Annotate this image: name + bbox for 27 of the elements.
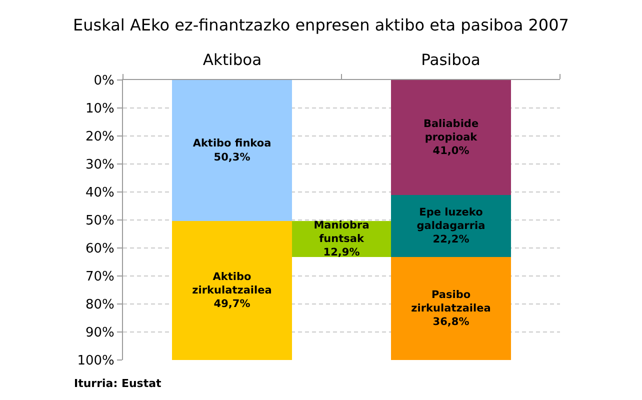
series-label: Maniobra funtsak xyxy=(314,219,370,245)
chart-title: Euskal AEko ez-finantzazko enpresen aktibo eta pasiboa 2007 xyxy=(73,16,569,35)
data-label: 22,2% xyxy=(432,234,470,246)
data-label: 36,8% xyxy=(432,316,470,328)
series-label: Pasibo zirkulatzailea xyxy=(411,288,491,314)
y-tick-label: 20% xyxy=(85,130,114,145)
data-label: 50,3% xyxy=(214,151,251,164)
y-tick-label: 40% xyxy=(85,186,114,201)
data-label: 41,0% xyxy=(432,145,470,158)
x-tick-label: Aktiboa xyxy=(202,50,262,69)
series-label: Epe luzeko galdagarria xyxy=(416,206,486,232)
series-label: Aktibo zirkulatzailea xyxy=(192,270,272,296)
y-tick-label: 90% xyxy=(85,326,114,341)
x-tick-label: Pasiboa xyxy=(421,50,480,69)
y-tick-label: 0% xyxy=(94,74,114,89)
y-tick-label: 100% xyxy=(77,354,114,369)
y-tick-label: 30% xyxy=(85,158,114,173)
data-label: 49,7% xyxy=(214,298,251,310)
y-tick-label: 70% xyxy=(85,270,114,285)
y-tick-label: 10% xyxy=(85,102,114,117)
text: Iturria: Eustat xyxy=(74,377,162,390)
y-tick-label: 80% xyxy=(85,298,114,313)
series-label: Baliabide propioak xyxy=(423,118,479,144)
series-label: Aktibo finkoa xyxy=(192,138,272,150)
data-label: 12,9% xyxy=(323,246,360,259)
y-tick-label: 60% xyxy=(85,242,114,257)
y-tick-label: 50% xyxy=(85,214,114,229)
